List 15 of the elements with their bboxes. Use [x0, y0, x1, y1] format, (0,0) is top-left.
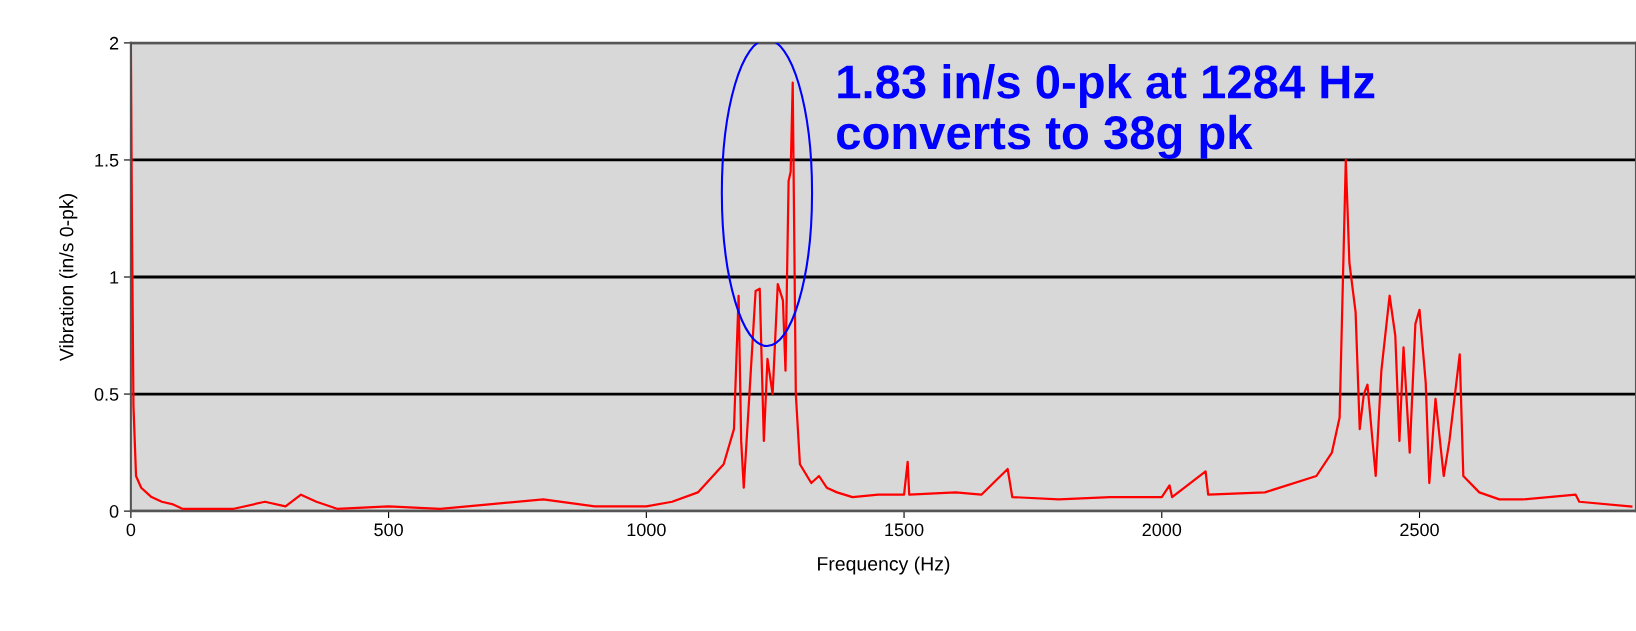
x-tick-label: 2000 — [1142, 523, 1182, 537]
x-tick-label: 1000 — [627, 523, 666, 537]
x-tick-label: 2500 — [1400, 523, 1439, 537]
y-tick-label: 0.5 — [94, 387, 119, 401]
y-tick-label: 2 — [109, 36, 119, 50]
y-tick-label: 1 — [110, 271, 119, 284]
y-axis-title: Vibration (in/s 0-pk) — [59, 194, 78, 362]
line-series — [130, 42, 1633, 510]
x-tick-label: 0 — [126, 523, 136, 537]
x-tick-label: 1500 — [885, 523, 924, 537]
y-tick-label: 0 — [109, 505, 119, 518]
x-axis-title: Frequency (Hz) — [818, 556, 950, 575]
x-tick-label: 500 — [374, 523, 403, 537]
annotation: 1.83 in/s 0-pk at 1284 Hz converts to 38g pk — [837, 63, 1375, 160]
y-tick-label: 1.5 — [95, 154, 119, 167]
